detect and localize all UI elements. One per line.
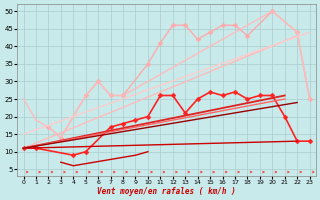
X-axis label: Vent moyen/en rafales ( km/h ): Vent moyen/en rafales ( km/h ) — [97, 187, 236, 196]
